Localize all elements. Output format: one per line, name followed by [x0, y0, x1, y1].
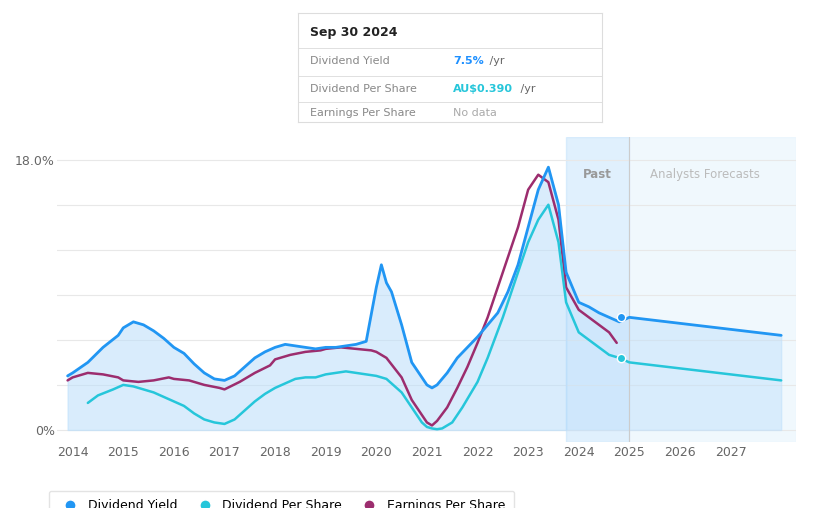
Text: Sep 30 2024: Sep 30 2024 [310, 26, 397, 39]
Text: No data: No data [453, 108, 497, 118]
Text: /yr: /yr [486, 56, 505, 67]
Bar [566, 137, 630, 442]
Legend: Dividend Yield, Dividend Per Share, Earnings Per Share: Dividend Yield, Dividend Per Share, Earn… [49, 491, 514, 508]
Text: 7.5%: 7.5% [453, 56, 484, 67]
Text: AU$0.390: AU$0.390 [453, 84, 513, 94]
Text: Dividend Per Share: Dividend Per Share [310, 84, 417, 94]
Bar [630, 137, 796, 442]
Text: Past: Past [583, 168, 612, 181]
Text: Dividend Yield: Dividend Yield [310, 56, 390, 67]
Text: Analysts Forecasts: Analysts Forecasts [650, 168, 760, 181]
Text: /yr: /yr [516, 84, 535, 94]
Text: Earnings Per Share: Earnings Per Share [310, 108, 416, 118]
